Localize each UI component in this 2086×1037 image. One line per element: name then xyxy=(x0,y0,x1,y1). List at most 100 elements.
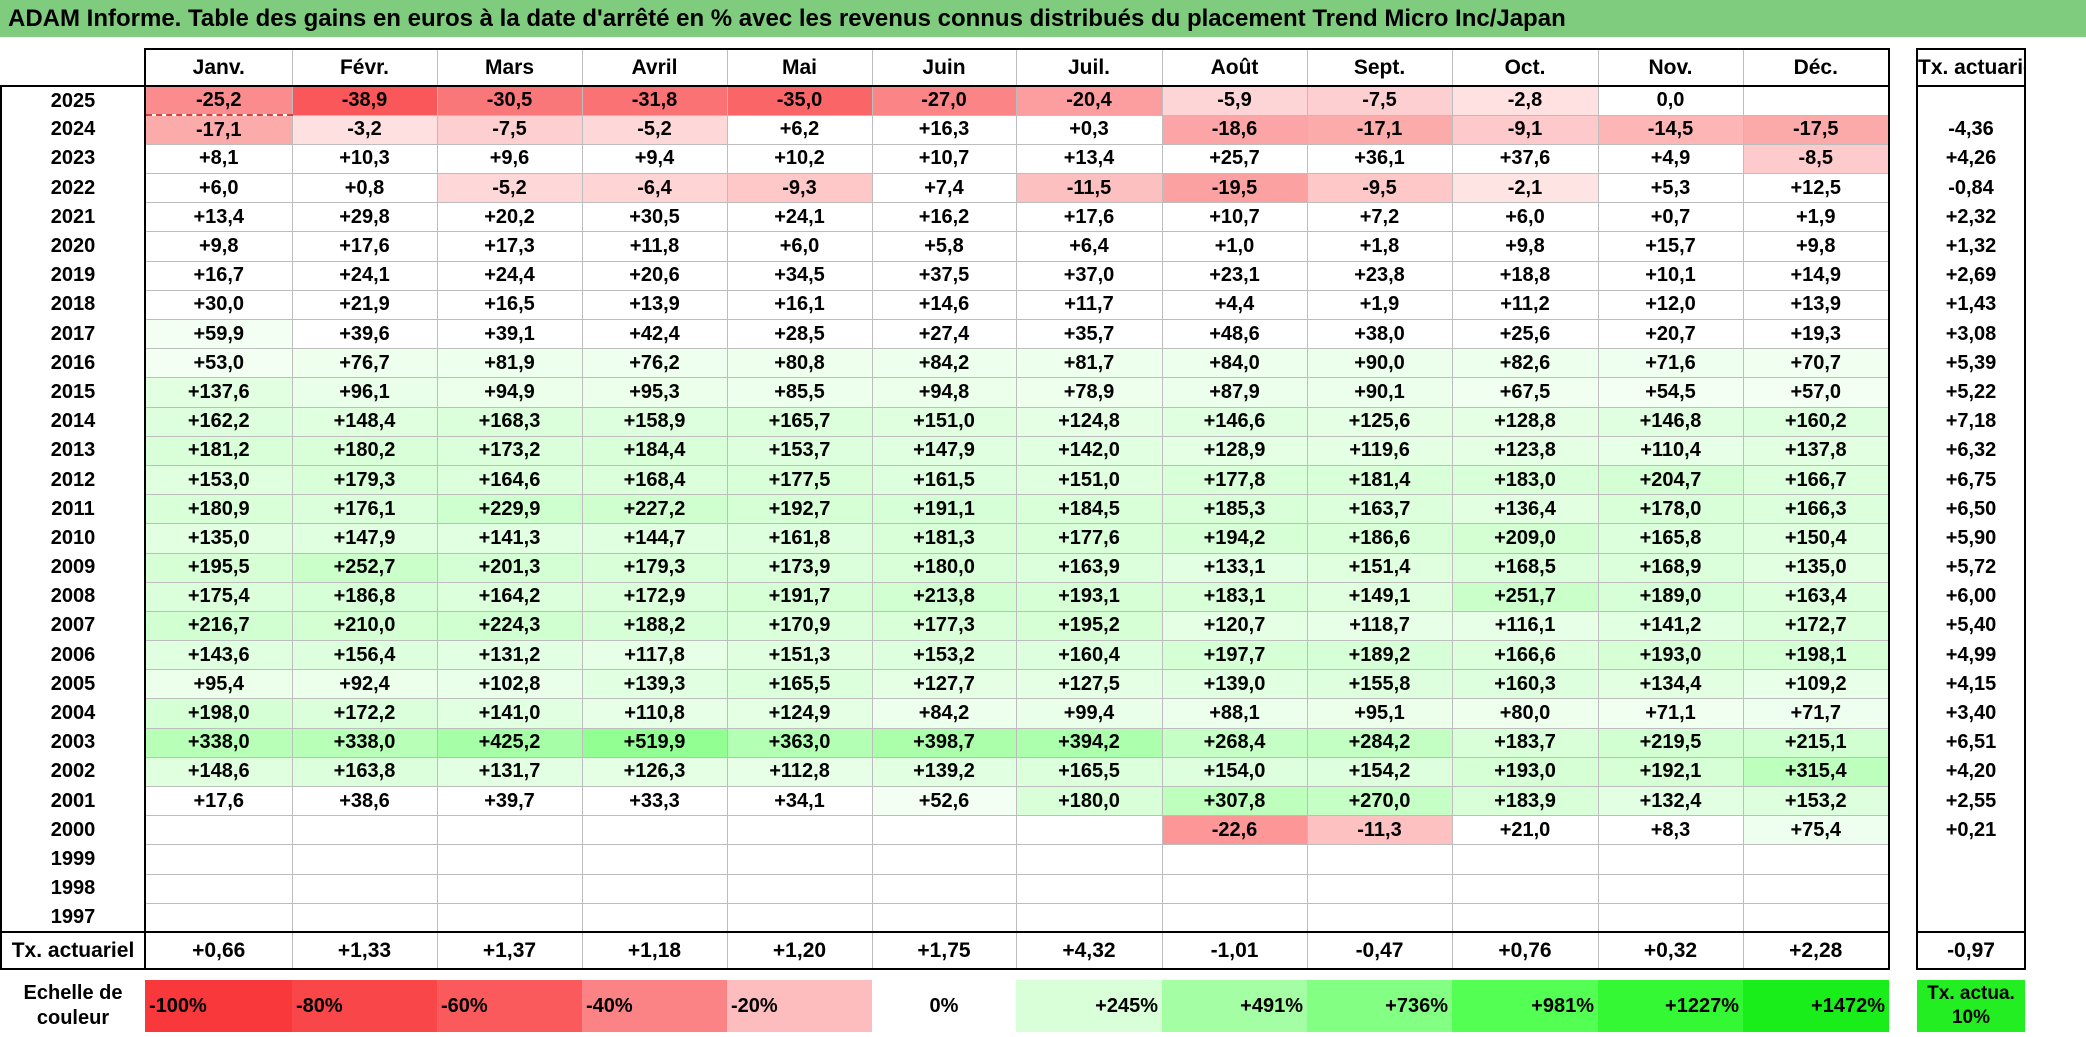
gain-cell xyxy=(581,873,728,904)
gain-cell: +1,0 xyxy=(1161,231,1308,262)
gain-cell: +136,4 xyxy=(1451,494,1599,525)
year-label: 2019 xyxy=(0,261,145,291)
footer-rate-cell: +0,76 xyxy=(1451,931,1599,971)
month-header: Juin xyxy=(871,48,1017,87)
table-row: 2005 +95,4 +92,4 +102,8 +139,3 +165,5 +127,7 +1… xyxy=(0,669,2026,700)
gain-cell xyxy=(871,844,1017,875)
year-label: 2006 xyxy=(0,640,145,670)
gain-cell: +165,5 xyxy=(1015,756,1163,788)
gain-cell: +118,7 xyxy=(1306,610,1453,642)
gain-cell: +215,1 xyxy=(1742,727,1890,758)
gain-cell: +20,2 xyxy=(436,202,583,233)
gain-cell: +84,0 xyxy=(1161,348,1308,379)
gain-cell: +87,9 xyxy=(1161,377,1308,408)
gain-cell: +125,6 xyxy=(1306,406,1453,437)
color-scale-row: Echelle de couleur -100% -80% -60% -40% -20% 0… xyxy=(1,980,2025,1033)
gain-cell: +160,2 xyxy=(1742,406,1890,437)
header-corner xyxy=(1,49,145,86)
gain-cell: +139,3 xyxy=(581,669,728,700)
gain-cell: +172,7 xyxy=(1742,610,1890,642)
gain-cell: -9,3 xyxy=(726,173,873,204)
row-actuarial-rate: +5,40 xyxy=(1916,611,2026,641)
month-header: Sept. xyxy=(1306,48,1453,87)
year-label: 2022 xyxy=(0,173,145,203)
gain-cell: +147,9 xyxy=(871,435,1017,466)
gain-cell: -5,9 xyxy=(1161,85,1308,116)
gain-cell: +192,7 xyxy=(726,494,873,525)
gain-cell: +20,6 xyxy=(581,260,728,291)
gain-cell: +34,5 xyxy=(726,260,873,291)
gain-cell: -9,1 xyxy=(1451,114,1599,145)
gain-cell: +198,1 xyxy=(1742,640,1890,671)
gain-cell: +27,4 xyxy=(871,318,1017,350)
gain-cell: +37,5 xyxy=(871,260,1017,291)
row-actuarial-rate: +2,69 xyxy=(1916,261,2026,291)
gain-cell: +168,5 xyxy=(1451,552,1599,583)
color-scale-step: +245% xyxy=(1016,980,1162,1033)
gain-cell: +53,0 xyxy=(144,348,293,379)
gain-cell: -7,5 xyxy=(436,114,583,145)
gain-cell: +172,9 xyxy=(581,581,728,612)
gain-cell: +126,3 xyxy=(581,756,728,788)
gain-cell: +25,7 xyxy=(1161,143,1308,175)
gain-cell: +13,9 xyxy=(1742,289,1890,321)
gain-cell: +141,0 xyxy=(436,698,583,729)
gain-cell xyxy=(1015,902,1163,933)
gain-cell: +11,7 xyxy=(1015,289,1163,321)
gain-cell: -11,5 xyxy=(1015,173,1163,204)
gain-cell: +195,5 xyxy=(144,552,293,583)
row-actuarial-rate: +2,55 xyxy=(1916,786,2026,816)
year-label: 2015 xyxy=(0,377,145,408)
gain-cell: +177,3 xyxy=(871,610,1017,642)
gain-cell: +70,7 xyxy=(1742,348,1890,379)
gain-cell: +16,7 xyxy=(144,260,293,291)
gain-cell: +284,2 xyxy=(1306,727,1453,758)
gain-cell: -5,2 xyxy=(581,114,728,145)
color-scale-step: -20% xyxy=(727,980,872,1033)
color-scale-step: -40% xyxy=(582,980,727,1033)
gain-cell: +9,8 xyxy=(1742,231,1890,262)
table-row: 2025 -25,2 -38,9 -30,5 -31,8 -35,0 -27,0 -20,4-… xyxy=(0,84,2026,117)
row-actuarial-rate: +4,99 xyxy=(1916,640,2026,670)
gain-cell: +10,1 xyxy=(1597,260,1744,291)
column-gap xyxy=(1889,903,1917,932)
gain-cell: +163,8 xyxy=(291,756,438,788)
gain-cell: +179,3 xyxy=(291,464,438,496)
year-label: 2021 xyxy=(0,202,145,232)
table-row: 2018 +30,0 +21,9 +16,5 +13,9 +16,1 +14,6 +11,7 +… xyxy=(0,289,2026,321)
gain-cell: +192,1 xyxy=(1597,756,1744,788)
table-row: 2011 +180,9 +176,1 +229,9 +227,2 +192,7 +191,1… xyxy=(0,494,2026,525)
gain-cell: +160,4 xyxy=(1015,640,1163,671)
gain-cell: -18,6 xyxy=(1161,114,1308,145)
year-label: 1997 xyxy=(0,903,145,933)
row-actuarial-rate: +4,20 xyxy=(1916,757,2026,787)
gain-cell xyxy=(1742,85,1890,116)
gain-cell: +151,0 xyxy=(1015,464,1163,496)
row-actuarial-rate xyxy=(1916,86,2026,116)
gain-cell: +193,0 xyxy=(1451,756,1599,788)
gain-cell: +151,3 xyxy=(726,640,873,671)
column-gap xyxy=(1889,465,1917,494)
header-row: Janv. Févr. Mars Avril Mai Juin Juil. Août Sept.… xyxy=(1,48,2026,87)
gain-cell: +12,0 xyxy=(1597,289,1744,321)
gain-cell: +268,4 xyxy=(1161,727,1308,758)
gain-cell: +39,1 xyxy=(436,318,583,350)
footer-rate-cell: +1,37 xyxy=(436,931,583,971)
gain-cell: +9,8 xyxy=(144,231,293,262)
gain-cell: -38,9 xyxy=(291,85,438,116)
gain-cell: +227,2 xyxy=(581,494,728,525)
gain-cell: +5,8 xyxy=(871,231,1017,262)
gain-cell: +201,3 xyxy=(436,552,583,583)
row-actuarial-rate: +6,51 xyxy=(1916,728,2026,758)
column-gap xyxy=(1889,115,1917,144)
color-scale-label: Echelle de couleur xyxy=(23,982,123,1030)
gain-cell xyxy=(1015,873,1163,904)
column-gap xyxy=(1889,86,1917,115)
row-actuarial-rate: +6,75 xyxy=(1916,465,2026,495)
month-header: Mars xyxy=(436,48,583,87)
column-gap xyxy=(1889,641,1917,670)
gain-cell: +24,1 xyxy=(291,260,438,291)
year-label: 2002 xyxy=(0,757,145,787)
footer-rate-cell: +4,32 xyxy=(1015,931,1163,971)
gain-cell: +141,2 xyxy=(1597,610,1744,642)
